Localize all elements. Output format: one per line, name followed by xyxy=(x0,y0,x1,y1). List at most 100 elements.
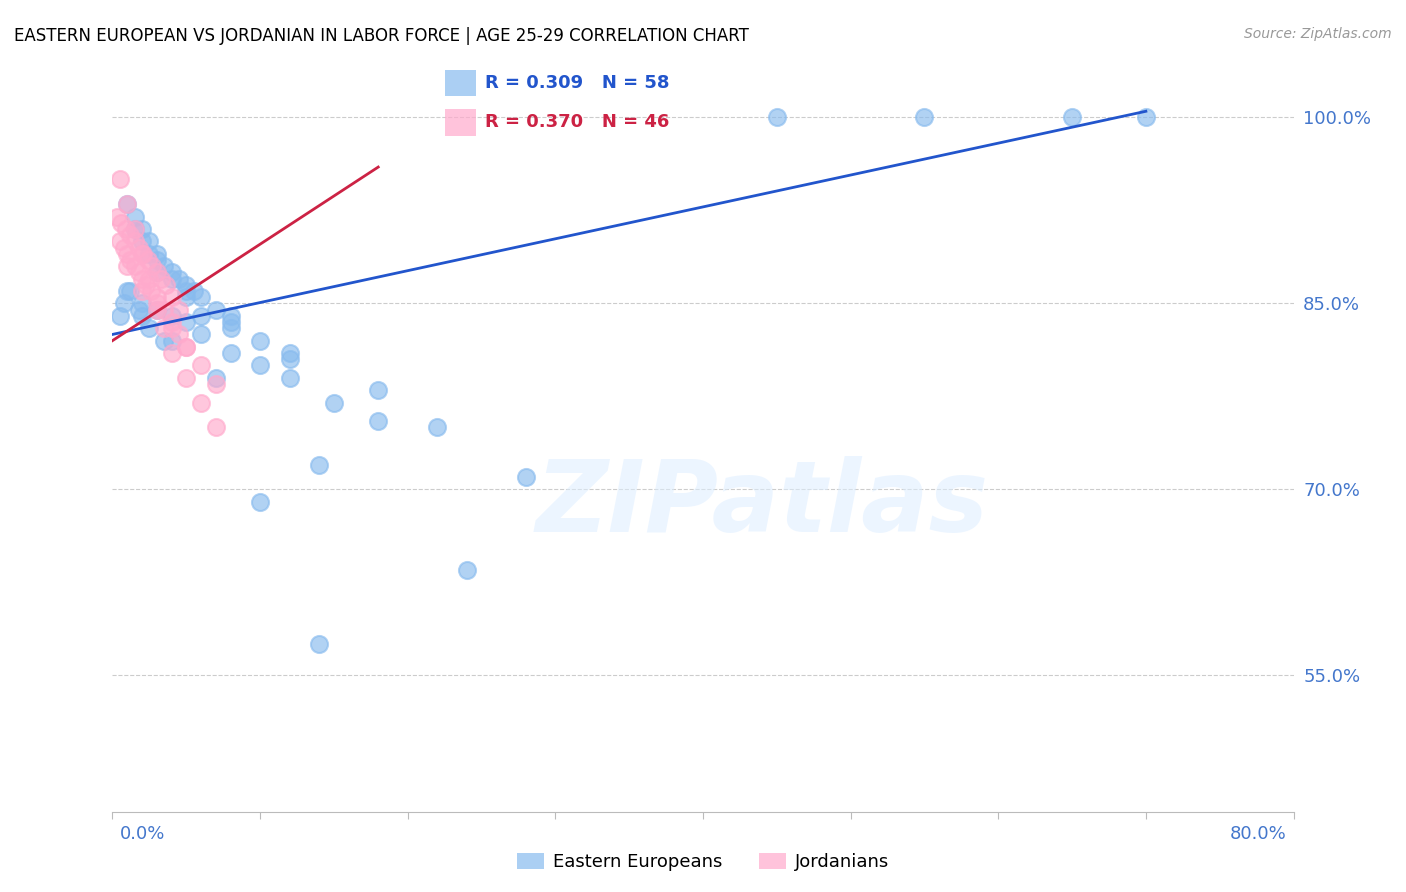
Point xyxy=(136,253,159,268)
Point xyxy=(128,265,150,279)
Point xyxy=(249,495,271,509)
Point xyxy=(135,277,157,292)
Point xyxy=(278,346,301,360)
Point xyxy=(249,334,271,348)
Point xyxy=(105,210,128,224)
Point xyxy=(160,321,183,335)
Point xyxy=(219,309,242,323)
FancyBboxPatch shape xyxy=(446,109,477,136)
Point xyxy=(160,315,183,329)
Point xyxy=(114,222,136,236)
Point xyxy=(278,352,301,367)
Point xyxy=(146,247,169,261)
Point xyxy=(190,359,212,373)
Point xyxy=(146,290,169,304)
Point xyxy=(308,458,330,472)
Point xyxy=(367,414,389,428)
Point xyxy=(219,321,242,335)
Point xyxy=(153,302,176,317)
Point xyxy=(124,259,146,273)
Point xyxy=(131,284,153,298)
Point xyxy=(249,359,271,373)
Point xyxy=(146,296,169,310)
Text: Source: ZipAtlas.com: Source: ZipAtlas.com xyxy=(1244,27,1392,41)
Point xyxy=(308,637,330,651)
Point xyxy=(124,222,146,236)
Point xyxy=(128,241,150,255)
Point xyxy=(174,290,197,304)
Text: R = 0.370   N = 46: R = 0.370 N = 46 xyxy=(485,113,669,131)
Point xyxy=(153,334,176,348)
Point xyxy=(124,210,146,224)
Point xyxy=(160,290,183,304)
Point xyxy=(190,327,212,342)
Point xyxy=(131,235,153,249)
Text: ZIPatlas: ZIPatlas xyxy=(536,456,988,553)
Point xyxy=(914,111,936,125)
Point xyxy=(132,247,155,261)
Point xyxy=(139,284,162,298)
Text: EASTERN EUROPEAN VS JORDANIAN IN LABOR FORCE | AGE 25-29 CORRELATION CHART: EASTERN EUROPEAN VS JORDANIAN IN LABOR F… xyxy=(14,27,749,45)
Point xyxy=(117,197,138,211)
Point xyxy=(138,235,160,249)
Point xyxy=(124,222,146,236)
Point xyxy=(138,321,160,335)
Point xyxy=(174,277,197,292)
Point xyxy=(205,371,228,385)
Point xyxy=(117,284,138,298)
Point xyxy=(160,265,183,279)
Text: 80.0%: 80.0% xyxy=(1230,825,1286,843)
Text: R = 0.309   N = 58: R = 0.309 N = 58 xyxy=(485,74,669,92)
Point xyxy=(160,309,183,323)
Point xyxy=(205,302,228,317)
Point xyxy=(117,259,138,273)
Point xyxy=(108,172,131,186)
Point xyxy=(146,265,169,279)
Point xyxy=(1062,111,1084,125)
Point xyxy=(120,284,142,298)
Point xyxy=(219,346,242,360)
Point xyxy=(190,395,212,409)
Point xyxy=(174,315,197,329)
Point xyxy=(1135,111,1157,125)
Point xyxy=(131,309,153,323)
Point xyxy=(146,302,169,317)
Point xyxy=(141,259,163,273)
Point xyxy=(174,340,197,354)
Point xyxy=(278,371,301,385)
Point xyxy=(160,334,183,348)
Point xyxy=(124,235,146,249)
Point xyxy=(167,327,190,342)
Point xyxy=(131,296,153,310)
Point xyxy=(167,302,190,317)
Point xyxy=(205,377,228,392)
Point xyxy=(108,309,131,323)
Point xyxy=(323,395,346,409)
Point xyxy=(219,315,242,329)
Point xyxy=(138,247,160,261)
Point xyxy=(174,371,197,385)
Point xyxy=(128,302,150,317)
Point xyxy=(146,302,169,317)
Point xyxy=(160,271,183,285)
Point xyxy=(167,271,190,285)
Point xyxy=(108,235,131,249)
Point xyxy=(112,296,135,310)
Point xyxy=(117,197,138,211)
Point xyxy=(110,216,132,230)
Point xyxy=(160,346,183,360)
Legend: Eastern Europeans, Jordanians: Eastern Europeans, Jordanians xyxy=(510,846,896,879)
Point xyxy=(150,271,173,285)
Point xyxy=(174,284,197,298)
Point xyxy=(367,383,389,397)
Point xyxy=(515,470,537,484)
Point xyxy=(183,284,205,298)
Point xyxy=(456,563,478,577)
Point xyxy=(146,253,169,268)
Point xyxy=(131,247,153,261)
Point xyxy=(766,111,789,125)
FancyBboxPatch shape xyxy=(446,70,477,96)
Point xyxy=(131,222,153,236)
Point xyxy=(190,309,212,323)
Point xyxy=(120,228,142,243)
